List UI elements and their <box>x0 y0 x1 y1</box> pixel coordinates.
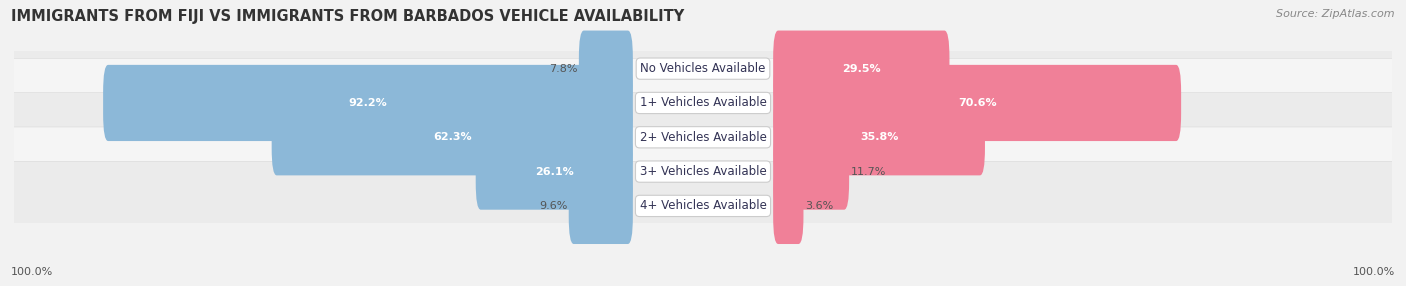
FancyBboxPatch shape <box>773 99 986 175</box>
Text: 1+ Vehicles Available: 1+ Vehicles Available <box>640 96 766 110</box>
FancyBboxPatch shape <box>271 99 633 175</box>
Text: 29.5%: 29.5% <box>842 64 880 74</box>
Text: Source: ZipAtlas.com: Source: ZipAtlas.com <box>1277 9 1395 19</box>
Text: 26.1%: 26.1% <box>534 167 574 176</box>
Text: 92.2%: 92.2% <box>349 98 388 108</box>
Text: 7.8%: 7.8% <box>550 64 578 74</box>
Text: 100.0%: 100.0% <box>11 267 53 277</box>
Text: No Vehicles Available: No Vehicles Available <box>640 62 766 75</box>
FancyBboxPatch shape <box>773 65 1181 141</box>
Text: 9.6%: 9.6% <box>538 201 568 211</box>
FancyBboxPatch shape <box>773 31 949 107</box>
FancyBboxPatch shape <box>8 127 1398 216</box>
Text: 35.8%: 35.8% <box>860 132 898 142</box>
FancyBboxPatch shape <box>8 58 1398 148</box>
FancyBboxPatch shape <box>773 168 803 244</box>
Text: 4+ Vehicles Available: 4+ Vehicles Available <box>640 199 766 212</box>
FancyBboxPatch shape <box>8 93 1398 182</box>
Text: 70.6%: 70.6% <box>957 98 997 108</box>
Text: 3+ Vehicles Available: 3+ Vehicles Available <box>640 165 766 178</box>
FancyBboxPatch shape <box>103 65 633 141</box>
FancyBboxPatch shape <box>8 161 1398 251</box>
FancyBboxPatch shape <box>773 134 849 210</box>
Text: 100.0%: 100.0% <box>1353 267 1395 277</box>
FancyBboxPatch shape <box>579 31 633 107</box>
FancyBboxPatch shape <box>568 168 633 244</box>
FancyBboxPatch shape <box>8 24 1398 113</box>
Text: 2+ Vehicles Available: 2+ Vehicles Available <box>640 131 766 144</box>
FancyBboxPatch shape <box>475 134 633 210</box>
Text: 62.3%: 62.3% <box>433 132 471 142</box>
Text: IMMIGRANTS FROM FIJI VS IMMIGRANTS FROM BARBADOS VEHICLE AVAILABILITY: IMMIGRANTS FROM FIJI VS IMMIGRANTS FROM … <box>11 9 685 23</box>
Text: 3.6%: 3.6% <box>804 201 832 211</box>
Text: 11.7%: 11.7% <box>851 167 886 176</box>
